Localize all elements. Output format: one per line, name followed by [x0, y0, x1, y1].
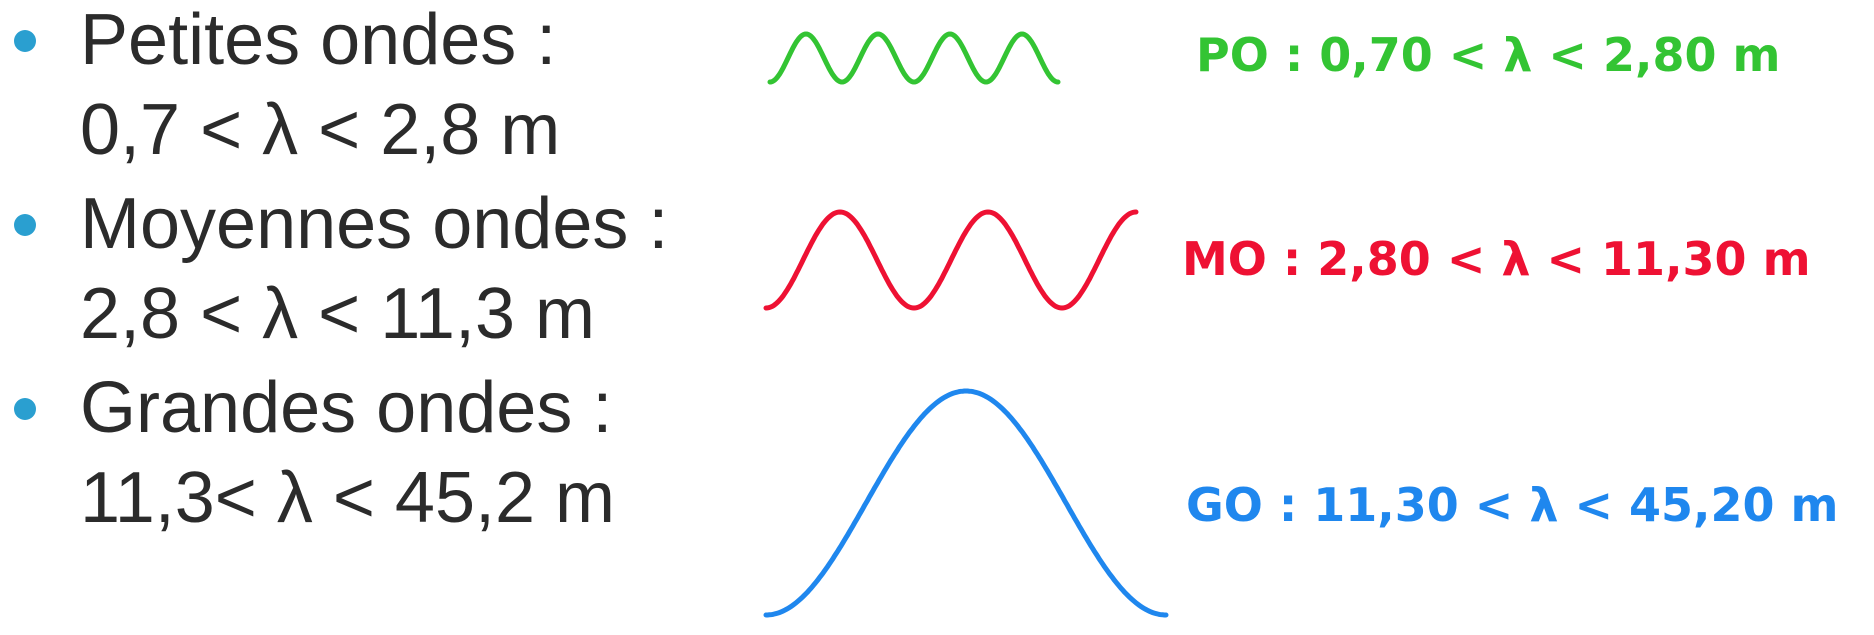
bullet-dot-icon — [14, 398, 36, 420]
band-name-text: Petites ondes : — [80, 0, 557, 80]
band-name-text: Moyennes ondes : — [80, 184, 669, 264]
band-range-text: 0,7 < λ < 2,8 m — [80, 90, 561, 170]
bullet-dot-icon — [14, 214, 36, 236]
bullet-dot-icon — [14, 30, 36, 52]
sine-wave-po — [767, 31, 1061, 85]
sine-wave-mo — [763, 209, 1139, 311]
po-band-label: PO : 0,70 < λ < 2,80 m — [1196, 28, 1781, 82]
band-name-text: Grandes ondes : — [80, 368, 613, 448]
band-range-text: 2,8 < λ < 11,3 m — [80, 274, 595, 354]
mo-band-label: MO : 2,80 < λ < 11,30 m — [1182, 232, 1811, 286]
go-band-label: GO : 11,30 < λ < 45,20 m — [1186, 478, 1839, 532]
sine-wave-go — [763, 388, 1169, 618]
band-range-text: 11,3< λ < 45,2 m — [80, 458, 616, 538]
